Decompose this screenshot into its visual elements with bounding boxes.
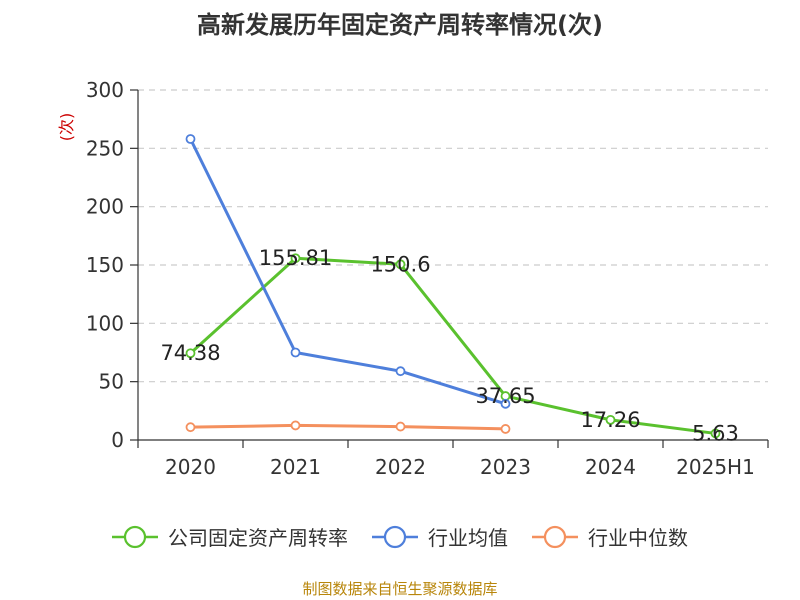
data-label: 5.63 xyxy=(692,421,739,445)
source-note: 制图数据来自恒生聚源数据库 xyxy=(302,580,497,598)
x-tick-label: 2024 xyxy=(585,455,636,479)
data-point xyxy=(710,428,721,439)
series-group xyxy=(185,134,721,439)
data-point xyxy=(185,348,196,359)
legend-marker xyxy=(123,525,147,549)
data-point xyxy=(290,347,301,358)
chart-title: 高新发展历年固定资产周转率情况(次) xyxy=(197,11,603,39)
data-label: 37.65 xyxy=(475,384,535,408)
axes: 0 50 100 150 200 250 300 2020 2021 2022 2023 2024 20… xyxy=(86,78,769,479)
legend-marker xyxy=(543,525,567,549)
legend-label: 行业均值 xyxy=(428,526,508,550)
data-label: 150.6 xyxy=(370,252,430,276)
y-tick-label: 100 xyxy=(86,311,124,335)
legend-item: 行业均值 xyxy=(372,525,508,550)
data-point xyxy=(500,398,511,409)
data-label: 155.81 xyxy=(259,246,332,270)
x-tick-label: 2025H1 xyxy=(676,455,755,479)
series-line xyxy=(189,256,716,435)
y-tick-label: 0 xyxy=(111,428,124,452)
y-tick-label: 250 xyxy=(86,136,124,160)
data-point xyxy=(395,366,406,377)
data-label: 74.38 xyxy=(160,341,220,365)
y-tick-label: 50 xyxy=(99,370,124,394)
y-axis-label: (次) xyxy=(57,113,76,142)
x-tick-label: 2020 xyxy=(165,455,216,479)
data-point xyxy=(185,134,196,144)
y-tick-label: 300 xyxy=(86,78,124,102)
legend: 公司固定资产周转率 行业均值 行业中位数 xyxy=(112,525,688,550)
legend-label: 公司固定资产周转率 xyxy=(168,526,348,550)
data-point xyxy=(395,421,406,432)
series-line xyxy=(190,423,506,431)
legend-marker xyxy=(383,525,407,549)
data-point xyxy=(290,420,301,431)
data-label: 17.26 xyxy=(580,408,640,432)
grid xyxy=(138,89,768,383)
data-point xyxy=(605,414,616,425)
x-tick-label: 2022 xyxy=(375,455,426,479)
legend-item: 公司固定资产周转率 xyxy=(112,525,348,550)
data-labels: 74.38 155.81 150.6 37.65 17.26 5.63 xyxy=(160,246,738,445)
data-point xyxy=(395,259,406,270)
y-tick-label: 150 xyxy=(86,253,124,277)
legend-item: 行业中位数 xyxy=(532,525,688,550)
data-point xyxy=(185,422,196,433)
data-point xyxy=(290,253,301,264)
x-tick-label: 2021 xyxy=(270,455,321,479)
y-tick-label: 200 xyxy=(86,195,124,219)
x-tick-label: 2023 xyxy=(480,455,531,479)
data-point xyxy=(500,424,511,434)
legend-label: 行业中位数 xyxy=(588,526,688,550)
series-line xyxy=(189,138,506,406)
